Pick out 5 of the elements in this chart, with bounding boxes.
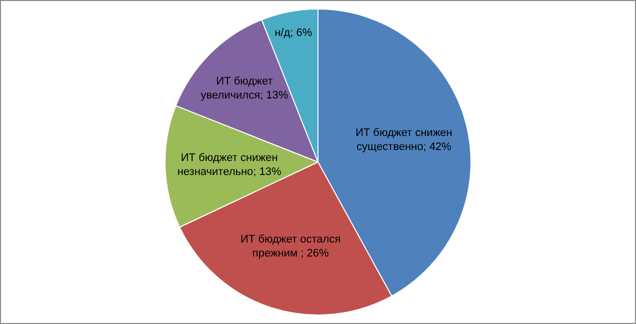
slice-label: ИТ бюджет увеличился; 13%: [200, 75, 288, 102]
slice-label: ИТ бюджет снижен незначительно; 13%: [177, 152, 282, 178]
slice-label: ИТ бюджет снижен существенно; 42%: [355, 126, 452, 153]
slice-label: н/д; 6%: [274, 26, 312, 39]
slice-label: ИТ бюджет остался прежним ; 26%: [240, 233, 341, 260]
